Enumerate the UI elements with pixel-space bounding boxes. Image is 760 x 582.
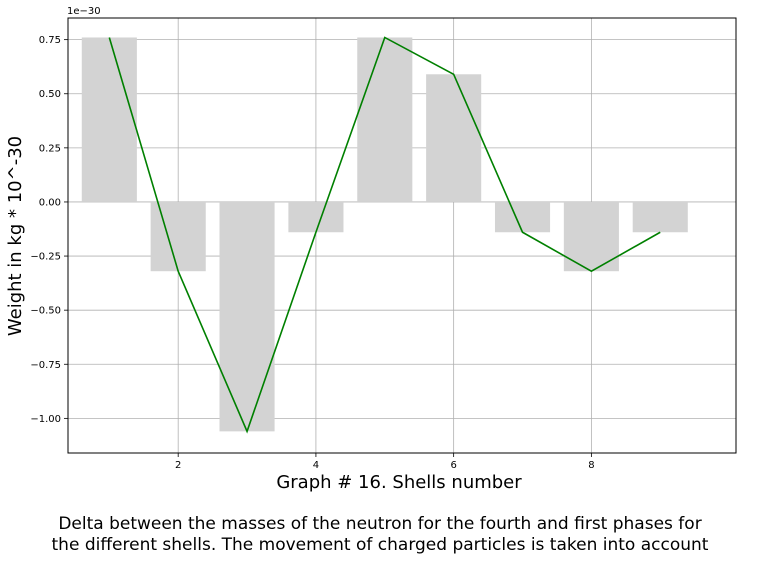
x-tick-label: 6 <box>450 460 456 471</box>
y-tick-label: 0.00 <box>39 197 61 208</box>
x-tick-label: 2 <box>175 460 181 471</box>
bar <box>632 201 688 233</box>
caption-line-2: the different shells. The movement of ch… <box>51 535 709 555</box>
series-line-group <box>108 36 661 434</box>
ticks: 0.75 0.50 0.25 0.00 −0.25 −0.50 −0.75 −1.00 2 4 6 8 <box>30 35 594 471</box>
bar <box>426 74 482 202</box>
y-tick-label: −1.00 <box>30 414 61 425</box>
x-axis-label: Graph # 16. Shells number <box>276 472 522 493</box>
chart: 0.75 0.50 0.25 0.00 −0.25 −0.50 −0.75 −1.00 2 4 6 8… <box>5 6 737 493</box>
y-tick-label: −0.25 <box>30 252 61 263</box>
x-tick-label: 4 <box>313 460 319 471</box>
plot-frame <box>67 17 737 454</box>
bar <box>357 37 413 202</box>
x-tick-label: 8 <box>588 460 594 471</box>
bar <box>219 201 275 432</box>
bars <box>81 37 688 432</box>
bar <box>288 201 344 233</box>
y-axis-label: Weight in kg * 10^-30 <box>5 136 26 336</box>
bar <box>563 201 619 272</box>
series-line <box>108 36 661 434</box>
bar <box>150 201 206 272</box>
y-tick-label: −0.50 <box>30 306 61 317</box>
bar <box>494 201 551 233</box>
y-tick-label: 0.50 <box>39 89 61 100</box>
figure-caption: Delta between the masses of the neutron … <box>0 514 760 556</box>
bar <box>81 37 137 202</box>
y-tick-label: 0.25 <box>39 143 61 154</box>
y-tick-label: −0.75 <box>30 360 61 371</box>
y-tick-label: 0.75 <box>39 35 61 46</box>
scale-label: 1e−30 <box>67 6 101 17</box>
caption-line-1: Delta between the masses of the neutron … <box>58 514 702 534</box>
